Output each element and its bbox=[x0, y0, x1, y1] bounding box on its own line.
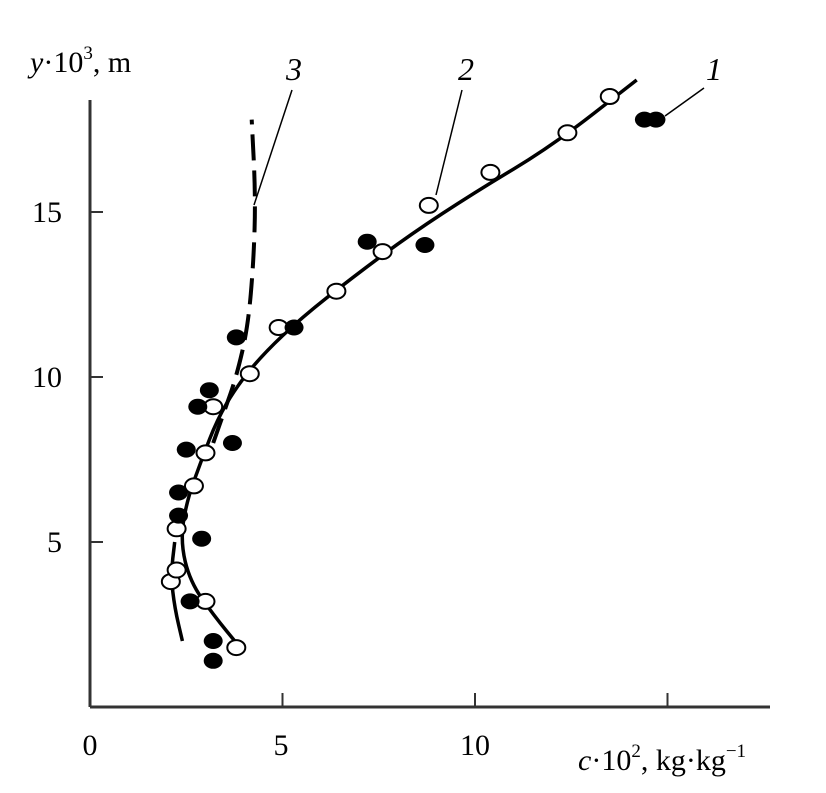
point-series-1 bbox=[203, 633, 223, 649]
point-series-2 bbox=[418, 196, 439, 214]
point-series-2 bbox=[226, 639, 247, 657]
point-series-2 bbox=[557, 124, 578, 142]
point-series-2 bbox=[166, 561, 187, 579]
point-series-1 bbox=[180, 593, 200, 610]
leader-line-2 bbox=[435, 89, 463, 196]
x-tick-label: 10 bbox=[460, 729, 490, 762]
point-series-2 bbox=[372, 243, 393, 261]
point-series-2 bbox=[480, 163, 501, 181]
leader-line-1 bbox=[664, 87, 705, 117]
point-series-2 bbox=[599, 88, 620, 105]
x-tick-label: 5 bbox=[274, 729, 289, 762]
point-series-2 bbox=[239, 365, 260, 383]
point-series-1 bbox=[415, 237, 435, 253]
point-series-2 bbox=[183, 477, 204, 495]
curve-label-3: 3 bbox=[285, 51, 302, 87]
curve-label-1: 1 bbox=[706, 51, 722, 87]
y-tick-label: 15 bbox=[32, 196, 62, 229]
point-series-2 bbox=[166, 520, 187, 538]
axes bbox=[88, 100, 770, 709]
x-axis-label: c·102, kg·kg−1 bbox=[578, 741, 746, 777]
curve-2-lower-branch bbox=[170, 541, 185, 642]
leader-line-3 bbox=[253, 89, 293, 206]
point-series-1 bbox=[284, 319, 304, 336]
point-series-1 bbox=[176, 441, 196, 458]
x-tick-label: 0 bbox=[83, 729, 98, 762]
point-series-1 bbox=[357, 233, 377, 250]
y-axis-label: y·103, m bbox=[27, 43, 131, 79]
point-series-2 bbox=[195, 444, 216, 462]
point-series-1 bbox=[192, 530, 212, 547]
y-tick-label: 10 bbox=[32, 361, 62, 394]
point-series-2 bbox=[326, 282, 347, 300]
point-series-1 bbox=[203, 652, 223, 669]
point-series-1 bbox=[169, 507, 189, 524]
point-series-1 bbox=[169, 484, 189, 501]
point-series-1 bbox=[226, 329, 246, 346]
point-series-1 bbox=[188, 398, 208, 415]
point-series-1 bbox=[199, 382, 219, 399]
curve-2 bbox=[180, 78, 638, 649]
curve-3-dashed bbox=[211, 119, 257, 444]
point-series-1 bbox=[222, 435, 242, 451]
curve-label-2: 2 bbox=[458, 51, 474, 87]
y-tick-label: 5 bbox=[47, 526, 62, 559]
point-series-1 bbox=[646, 111, 666, 128]
